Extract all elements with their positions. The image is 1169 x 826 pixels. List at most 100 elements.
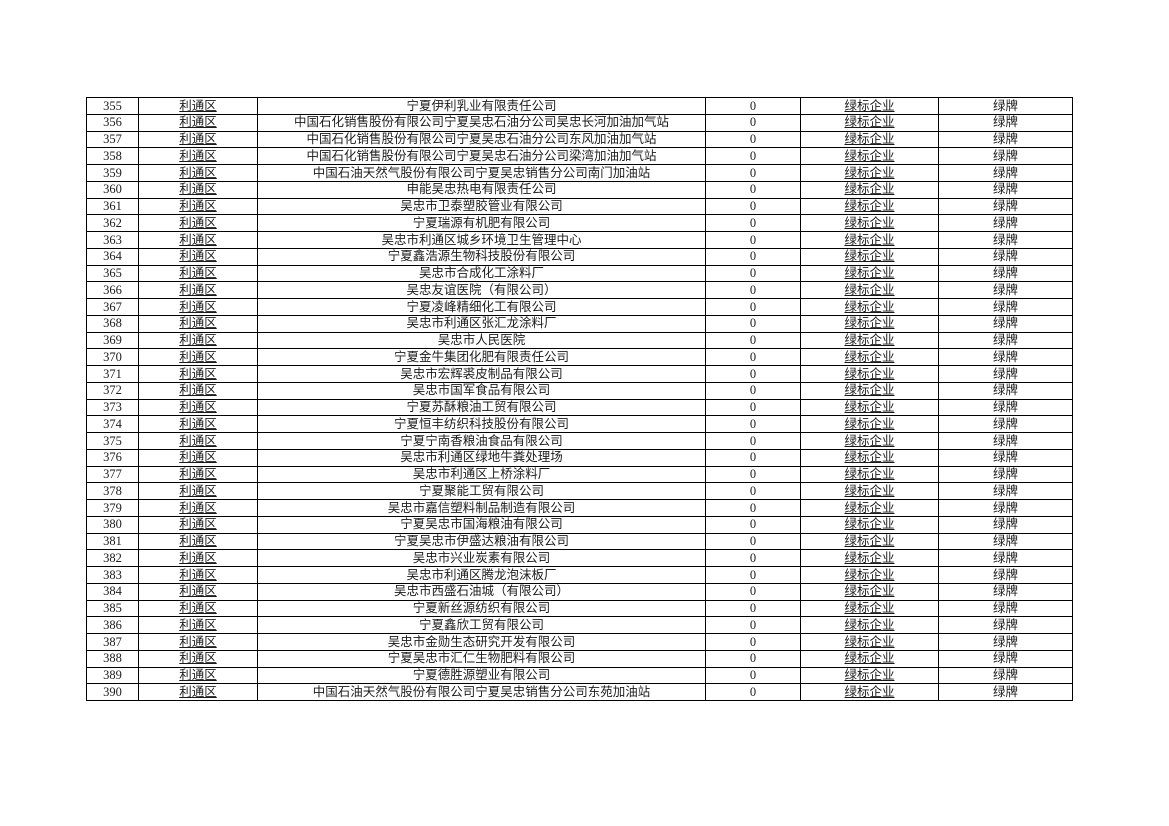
cell-status: 绿标企业 [800, 247, 939, 266]
cell-row-index: 380 [86, 515, 139, 534]
table-row: 377 利通区 吴忠市利通区上桥涂料厂 0 绿标企业 绿牌 [86, 465, 1073, 484]
cell-district: 利通区 [138, 549, 258, 567]
cell-row-index: 358 [86, 147, 139, 165]
cell-value: 0 [705, 331, 801, 350]
cell-value: 0 [705, 599, 801, 618]
cell-company-name: 申能吴忠热电有限责任公司 [257, 180, 706, 199]
cell-company-name: 宁夏鑫欣工贸有限公司 [257, 616, 706, 634]
cell-status: 绿标企业 [800, 683, 939, 701]
table-row: 356 利通区 中国石化销售股份有限公司宁夏吴忠石油分公司吴忠长河加油加气站 0 绿标企… [86, 113, 1073, 132]
cell-district: 利通区 [138, 633, 258, 651]
cell-value: 0 [705, 381, 801, 400]
cell-district: 利通区 [138, 649, 258, 668]
cell-district: 利通区 [138, 499, 258, 517]
cell-company-name: 吴忠市宏辉裘皮制品有限公司 [257, 365, 706, 383]
cell-value: 0 [705, 649, 801, 668]
cell-badge: 绿牌 [938, 298, 1073, 316]
cell-value: 0 [705, 164, 801, 182]
cell-district: 利通区 [138, 214, 258, 232]
table-row: 383 利通区 吴忠市利通区腾龙泡沫板厂 0 绿标企业 绿牌 [86, 566, 1073, 584]
cell-value: 0 [705, 314, 801, 333]
cell-status: 绿标企业 [800, 549, 939, 567]
cell-district: 利通区 [138, 314, 258, 333]
cell-district: 利通区 [138, 566, 258, 584]
table-row: 363 利通区 吴忠市利通区城乡环境卫生管理中心 0 绿标企业 绿牌 [86, 231, 1073, 249]
table-row: 386 利通区 宁夏鑫欣工贸有限公司 0 绿标企业 绿牌 [86, 616, 1073, 634]
table-row: 387 利通区 吴忠市金勋生态研究开发有限公司 0 绿标企业 绿牌 [86, 633, 1073, 651]
cell-status: 绿标企业 [800, 532, 939, 551]
table-row: 389 利通区 宁夏德胜源塑业有限公司 0 绿标企业 绿牌 [86, 666, 1073, 685]
cell-status: 绿标企业 [800, 482, 939, 500]
cell-row-index: 363 [86, 231, 139, 249]
cell-value: 0 [705, 197, 801, 216]
cell-company-name: 宁夏凌峰精细化工有限公司 [257, 298, 706, 316]
cell-district: 利通区 [138, 97, 258, 115]
cell-badge: 绿牌 [938, 348, 1073, 366]
table-row: 355 利通区 宁夏伊利乳业有限责任公司 0 绿标企业 绿牌 [86, 97, 1073, 115]
cell-district: 利通区 [138, 164, 258, 182]
table-row: 361 利通区 吴忠市卫泰塑胶管业有限公司 0 绿标企业 绿牌 [86, 197, 1073, 216]
cell-district: 利通区 [138, 532, 258, 551]
cell-value: 0 [705, 298, 801, 316]
cell-value: 0 [705, 247, 801, 266]
cell-badge: 绿牌 [938, 314, 1073, 333]
table-row: 385 利通区 宁夏新丝源纺织有限公司 0 绿标企业 绿牌 [86, 599, 1073, 618]
cell-badge: 绿牌 [938, 264, 1073, 283]
cell-status: 绿标企业 [800, 331, 939, 350]
cell-value: 0 [705, 432, 801, 450]
cell-badge: 绿牌 [938, 398, 1073, 417]
cell-badge: 绿牌 [938, 415, 1073, 433]
cell-value: 0 [705, 465, 801, 484]
cell-value: 0 [705, 348, 801, 366]
cell-row-index: 375 [86, 432, 139, 450]
cell-row-index: 381 [86, 532, 139, 551]
cell-badge: 绿牌 [938, 549, 1073, 567]
cell-row-index: 374 [86, 415, 139, 433]
cell-district: 利通区 [138, 365, 258, 383]
cell-value: 0 [705, 147, 801, 165]
cell-company-name: 宁夏新丝源纺织有限公司 [257, 599, 706, 618]
cell-district: 利通区 [138, 180, 258, 199]
cell-company-name: 吴忠市西盛石油城（有限公司） [257, 582, 706, 601]
cell-status: 绿标企业 [800, 314, 939, 333]
cell-district: 利通区 [138, 281, 258, 299]
cell-row-index: 365 [86, 264, 139, 283]
cell-row-index: 372 [86, 381, 139, 400]
cell-status: 绿标企业 [800, 113, 939, 132]
table-row: 367 利通区 宁夏凌峰精细化工有限公司 0 绿标企业 绿牌 [86, 298, 1073, 316]
cell-status: 绿标企业 [800, 130, 939, 149]
cell-district: 利通区 [138, 231, 258, 249]
cell-value: 0 [705, 582, 801, 601]
cell-company-name: 中国石化销售股份有限公司宁夏吴忠石油分公司梁湾加油加气站 [257, 147, 706, 165]
cell-company-name: 吴忠市卫泰塑胶管业有限公司 [257, 197, 706, 216]
cell-badge: 绿牌 [938, 281, 1073, 299]
cell-value: 0 [705, 616, 801, 634]
cell-company-name: 吴忠市利通区上桥涂料厂 [257, 465, 706, 484]
cell-status: 绿标企业 [800, 465, 939, 484]
cell-row-index: 361 [86, 197, 139, 216]
cell-badge: 绿牌 [938, 532, 1073, 551]
cell-district: 利通区 [138, 582, 258, 601]
cell-company-name: 宁夏宁南香粮油食品有限公司 [257, 432, 706, 450]
cell-value: 0 [705, 683, 801, 701]
cell-district: 利通区 [138, 264, 258, 283]
cell-row-index: 360 [86, 180, 139, 199]
cell-district: 利通区 [138, 147, 258, 165]
cell-company-name: 宁夏吴忠市汇仁生物肥料有限公司 [257, 649, 706, 668]
cell-badge: 绿牌 [938, 180, 1073, 199]
cell-company-name: 宁夏金牛集团化肥有限责任公司 [257, 348, 706, 366]
cell-value: 0 [705, 214, 801, 232]
table-row: 370 利通区 宁夏金牛集团化肥有限责任公司 0 绿标企业 绿牌 [86, 348, 1073, 366]
cell-status: 绿标企业 [800, 197, 939, 216]
cell-district: 利通区 [138, 331, 258, 350]
cell-company-name: 吴忠市利通区城乡环境卫生管理中心 [257, 231, 706, 249]
cell-company-name: 宁夏德胜源塑业有限公司 [257, 666, 706, 685]
cell-row-index: 378 [86, 482, 139, 500]
cell-status: 绿标企业 [800, 231, 939, 249]
cell-badge: 绿牌 [938, 214, 1073, 232]
cell-company-name: 宁夏吴忠市伊盛达粮油有限公司 [257, 532, 706, 551]
cell-company-name: 吴忠市利通区腾龙泡沫板厂 [257, 566, 706, 584]
cell-district: 利通区 [138, 683, 258, 701]
cell-value: 0 [705, 97, 801, 115]
